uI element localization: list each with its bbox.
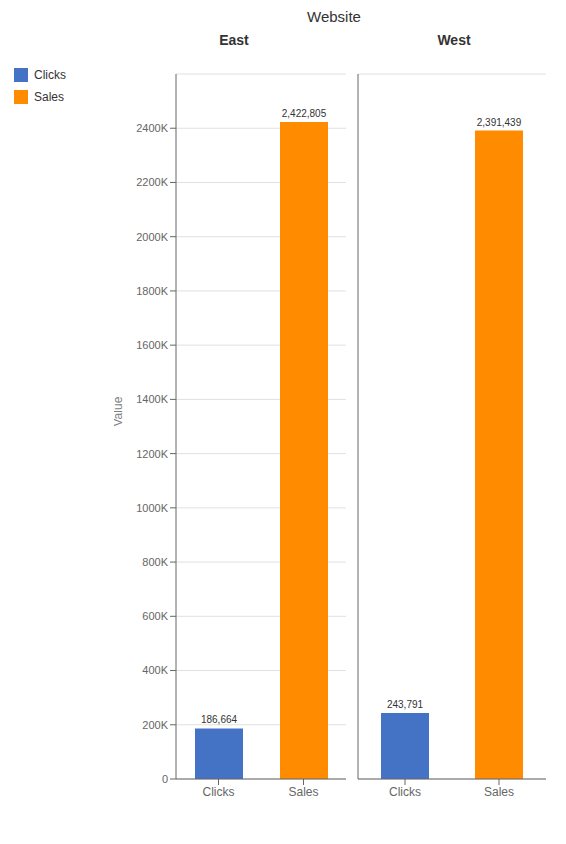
svg-text:Clicks: Clicks [203, 785, 235, 799]
svg-text:600K: 600K [142, 610, 168, 622]
svg-text:Sales: Sales [288, 785, 318, 799]
html-text:East: East [219, 32, 249, 48]
svg-text:2000K: 2000K [136, 231, 168, 243]
html-text:West: West [437, 32, 471, 48]
svg-text:1000K: 1000K [136, 502, 168, 514]
svg-text:2,391,439: 2,391,439 [477, 117, 522, 128]
svg-text:1600K: 1600K [136, 339, 168, 351]
svg-text:2,422,805: 2,422,805 [282, 108, 327, 119]
svg-text:400K: 400K [142, 664, 168, 676]
svg-text:243,791: 243,791 [387, 699, 424, 710]
svg-text:2200K: 2200K [136, 176, 168, 188]
html-text:Clicks: Clicks [34, 68, 66, 82]
svg-text:200K: 200K [142, 719, 168, 731]
svg-text:Clicks: Clicks [389, 785, 421, 799]
svg-text:800K: 800K [142, 556, 168, 568]
svg-text:Sales: Sales [484, 785, 514, 799]
svg-text:1200K: 1200K [136, 448, 168, 460]
html-text:Sales: Sales [34, 90, 64, 104]
svg-text:1800K: 1800K [136, 285, 168, 297]
svg-text:Value: Value [114, 396, 125, 426]
svg-text:1400K: 1400K [136, 393, 168, 405]
svg-text:0: 0 [162, 773, 168, 785]
html-text:Website: Website [307, 8, 361, 25]
svg-text:2400K: 2400K [136, 122, 168, 134]
svg-text:186,664: 186,664 [201, 714, 238, 725]
